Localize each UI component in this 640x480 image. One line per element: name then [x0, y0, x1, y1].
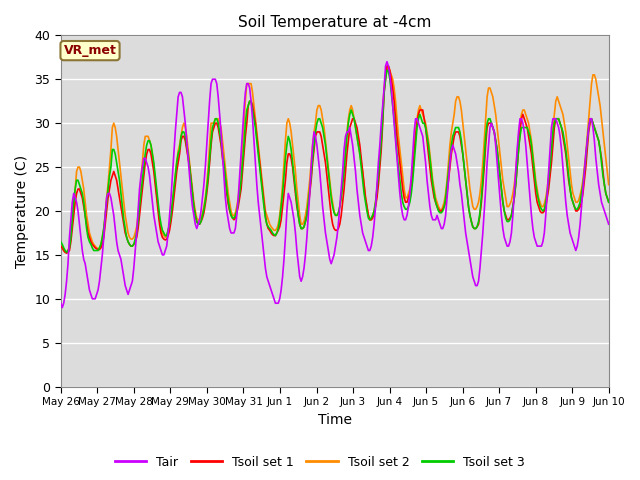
Y-axis label: Temperature (C): Temperature (C): [15, 155, 29, 267]
Legend: Tair, Tsoil set 1, Tsoil set 2, Tsoil set 3: Tair, Tsoil set 1, Tsoil set 2, Tsoil se…: [110, 451, 530, 474]
Text: VR_met: VR_met: [63, 44, 116, 57]
Title: Soil Temperature at -4cm: Soil Temperature at -4cm: [238, 15, 431, 30]
X-axis label: Time: Time: [318, 413, 352, 427]
